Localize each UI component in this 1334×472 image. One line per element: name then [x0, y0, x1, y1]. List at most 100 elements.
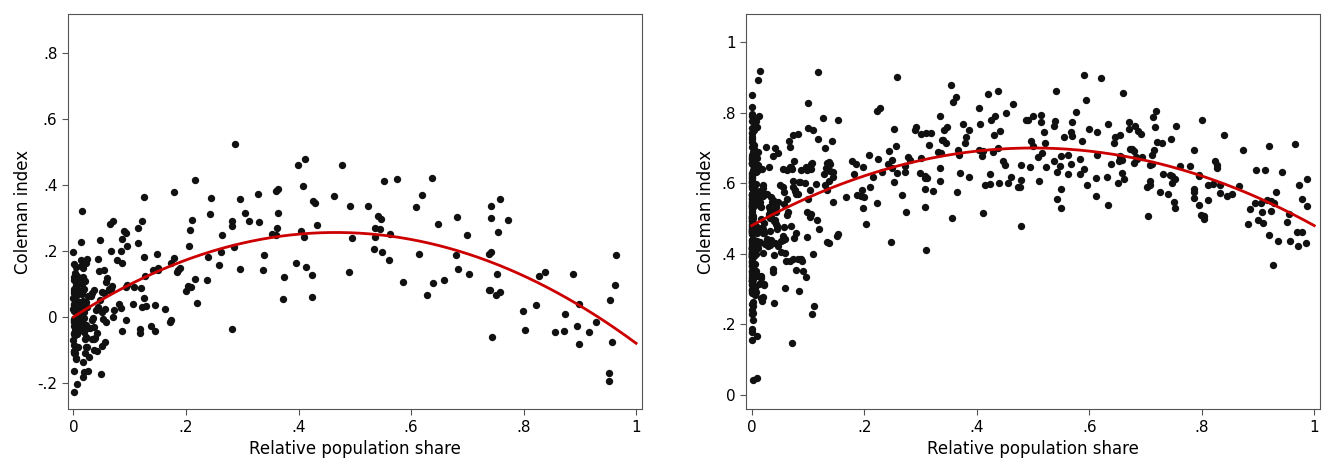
Point	[296, 263, 317, 270]
Point	[743, 192, 764, 199]
Point	[742, 228, 763, 235]
Point	[1247, 216, 1269, 224]
Point	[751, 272, 772, 279]
Point	[490, 289, 511, 296]
Point	[97, 286, 119, 294]
Point	[795, 274, 816, 281]
Point	[882, 157, 903, 164]
Point	[750, 225, 771, 233]
Point	[265, 232, 287, 239]
Point	[1010, 161, 1031, 169]
Point	[76, 298, 97, 305]
Point	[115, 316, 136, 324]
Point	[108, 301, 129, 308]
Point	[746, 251, 767, 258]
Point	[159, 319, 180, 326]
Point	[132, 217, 153, 225]
Point	[742, 253, 763, 261]
Point	[586, 318, 607, 326]
Point	[862, 174, 883, 181]
Point	[167, 268, 188, 276]
Point	[742, 143, 763, 151]
Point	[1222, 191, 1243, 198]
Point	[129, 329, 151, 337]
Point	[844, 160, 866, 168]
Point	[756, 236, 778, 243]
Point	[867, 199, 888, 206]
Point	[743, 235, 764, 242]
Point	[1034, 139, 1055, 146]
Point	[1098, 120, 1119, 127]
Point	[562, 270, 583, 278]
Point	[93, 266, 115, 274]
Point	[371, 215, 392, 223]
Point	[1253, 219, 1274, 227]
Point	[847, 191, 868, 199]
Point	[71, 323, 92, 330]
Point	[99, 220, 120, 228]
Point	[1103, 139, 1125, 146]
Point	[744, 226, 766, 234]
Point	[742, 252, 763, 260]
Point	[69, 326, 91, 333]
Point	[779, 258, 800, 265]
Point	[76, 344, 97, 351]
Point	[63, 316, 84, 324]
Point	[746, 270, 767, 278]
Point	[910, 169, 931, 177]
Point	[67, 380, 88, 388]
Point	[67, 328, 88, 336]
Point	[211, 231, 232, 238]
Point	[600, 296, 622, 303]
Point	[878, 147, 899, 154]
Point	[800, 211, 822, 218]
Point	[742, 191, 763, 198]
Point	[968, 104, 990, 111]
Point	[740, 274, 762, 282]
Point	[69, 302, 91, 309]
Point	[374, 177, 395, 185]
Point	[63, 336, 84, 344]
Point	[886, 73, 907, 81]
Point	[72, 359, 93, 366]
Point	[740, 210, 762, 217]
Point	[144, 301, 165, 308]
Point	[786, 229, 807, 237]
Point	[181, 216, 203, 224]
Point	[287, 161, 308, 169]
Point	[323, 192, 344, 200]
Point	[1078, 125, 1099, 133]
Point	[970, 120, 991, 127]
Point	[746, 229, 767, 236]
Point	[1058, 171, 1079, 178]
Point	[744, 122, 766, 130]
Point	[788, 255, 810, 263]
Point	[746, 243, 767, 251]
Point	[304, 200, 325, 207]
Point	[742, 278, 763, 285]
Point	[1285, 140, 1306, 147]
Point	[768, 198, 790, 205]
Point	[758, 203, 779, 211]
Point	[80, 292, 101, 300]
Point	[750, 295, 771, 302]
Point	[772, 236, 794, 244]
Point	[76, 255, 97, 263]
Point	[744, 260, 766, 267]
Point	[946, 188, 967, 195]
Point	[528, 272, 550, 280]
Point	[1139, 181, 1161, 189]
Point	[72, 303, 93, 311]
Point	[64, 318, 85, 325]
Point	[767, 243, 788, 250]
Point	[742, 148, 763, 156]
Point	[752, 249, 774, 256]
Point	[972, 209, 994, 217]
Point	[73, 321, 95, 329]
Point	[743, 251, 764, 258]
Point	[69, 288, 91, 296]
Point	[740, 192, 762, 199]
Point	[740, 222, 762, 230]
Point	[1122, 145, 1143, 152]
Point	[748, 67, 770, 75]
